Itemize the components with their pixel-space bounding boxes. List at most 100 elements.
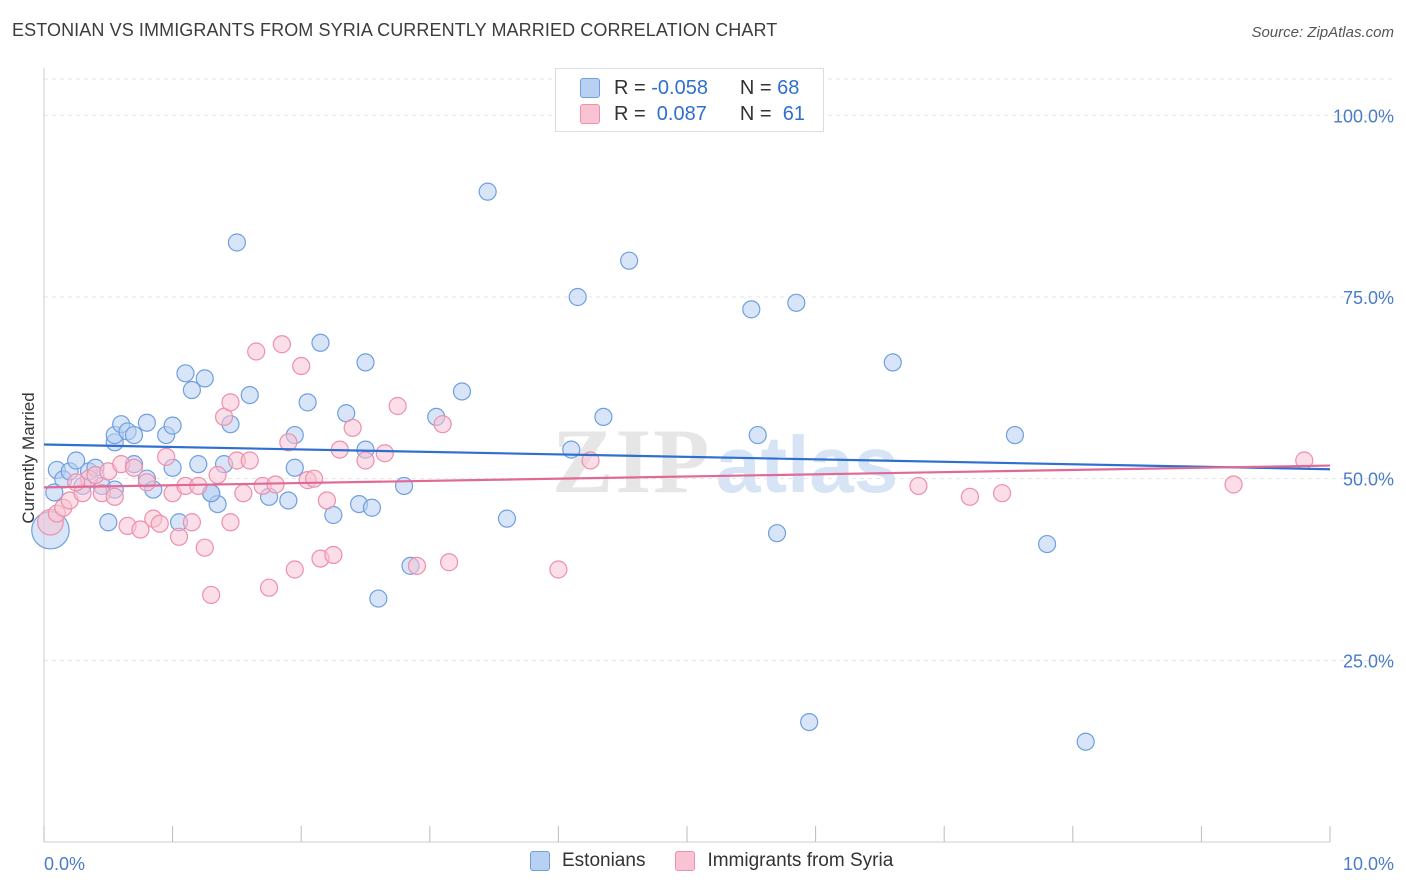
- syria-point: [67, 473, 86, 492]
- y-axis-label: Currently Married: [19, 392, 38, 523]
- syria-point: [131, 520, 150, 539]
- legend-row-estonians: R = -0.058 N = 68: [580, 76, 799, 100]
- watermark-zip: ZIP: [552, 410, 711, 512]
- estonian-point: [176, 364, 195, 383]
- series-legend-estonians: Estonians: [530, 850, 645, 872]
- syria-point: [202, 585, 221, 605]
- correlation-legend: R = -0.058 N = 68 R = 0.087 N = 61: [555, 68, 824, 132]
- watermark-atlas: atlas: [716, 420, 898, 509]
- legend-n-value: 61: [777, 102, 805, 125]
- syria-point: [240, 451, 259, 470]
- syria-point: [356, 451, 375, 470]
- estonian-point: [279, 491, 298, 510]
- syria-point: [124, 458, 144, 477]
- syria-point: [169, 527, 189, 546]
- syria-point: [234, 484, 253, 503]
- y-tick-label: 100.0%: [1333, 106, 1394, 126]
- estonian-point: [452, 382, 472, 401]
- estonian-point: [742, 300, 761, 319]
- legend-n-value: 68: [777, 76, 800, 99]
- syria-point: [221, 513, 240, 532]
- syria-point: [433, 415, 452, 434]
- estonian-point: [285, 458, 304, 477]
- syria-point: [439, 553, 459, 572]
- syria-point: [137, 473, 156, 492]
- estonian-point: [182, 380, 201, 400]
- y-tick-label: 50.0%: [1343, 470, 1394, 490]
- estonian-point: [67, 451, 86, 470]
- syria-point: [992, 484, 1012, 503]
- estonian-point: [620, 251, 639, 270]
- estonian-point: [800, 712, 819, 732]
- estonian-point: [568, 287, 587, 307]
- syria-point: [182, 513, 201, 532]
- legend-r-label: R =: [614, 102, 646, 125]
- syria-point: [317, 491, 337, 510]
- syria-point: [375, 444, 394, 463]
- legend-r-label: R =: [614, 76, 646, 99]
- legend-n-label: N =: [739, 102, 772, 125]
- syria-point: [304, 469, 324, 488]
- y-tick-label: 25.0%: [1343, 651, 1394, 671]
- syria-point: [1224, 475, 1243, 494]
- estonian-point: [311, 333, 330, 352]
- syria-point: [150, 514, 169, 533]
- axes: 100.0% 75.0% 50.0% 25.0%: [43, 68, 1394, 843]
- syria-point: [960, 487, 980, 506]
- estonian-point: [1005, 425, 1025, 445]
- legend-swatch-pink: [580, 104, 600, 124]
- syria-point: [221, 393, 240, 412]
- estonian-point: [394, 476, 414, 496]
- estonian-point: [240, 386, 259, 405]
- estonian-point: [787, 293, 806, 312]
- syria-point: [581, 451, 600, 470]
- watermark: ZIP atlas: [552, 410, 898, 512]
- estonian-point: [1076, 732, 1095, 751]
- legend-n-label: N =: [739, 76, 772, 99]
- data-points: [31, 182, 1314, 751]
- grid-lines: [44, 78, 1392, 661]
- legend-row-syria: R = 0.087 N = 61: [580, 102, 805, 126]
- estonian-point: [362, 498, 382, 517]
- estonian-point: [298, 393, 317, 412]
- syria-point: [549, 560, 568, 579]
- estonian-point: [189, 455, 208, 474]
- series-swatch-blue: [530, 851, 550, 871]
- syria-point: [279, 433, 298, 452]
- estonian-point: [1037, 534, 1057, 554]
- syria-point: [157, 447, 176, 466]
- estonian-point: [497, 509, 517, 528]
- estonian-point: [767, 524, 787, 543]
- estonian-point: [748, 425, 767, 445]
- syria-point: [105, 487, 124, 506]
- legend-r-value: -0.058: [651, 76, 708, 99]
- estonian-trend-line: [43, 443, 1331, 471]
- syria-point: [195, 538, 214, 557]
- series-legend-syria: Immigrants from Syria: [675, 850, 893, 872]
- syria-point: [388, 396, 407, 416]
- syria-point: [909, 476, 928, 496]
- estonian-point: [478, 182, 497, 201]
- estonian-point: [594, 407, 613, 426]
- estonian-point: [99, 513, 118, 532]
- legend-swatch-blue: [580, 78, 600, 98]
- series-label-estonians: Estonians: [562, 850, 646, 871]
- series-label-syria: Immigrants from Syria: [707, 850, 894, 871]
- trend-lines: [43, 443, 1331, 489]
- series-swatch-pink: [675, 851, 696, 871]
- syria-point: [208, 465, 227, 485]
- syria-point: [292, 356, 311, 376]
- syria-point: [343, 418, 362, 437]
- series-legend: Estonians Immigrants from Syria: [530, 850, 923, 872]
- estonian-point: [195, 369, 214, 388]
- estonian-point: [137, 413, 156, 432]
- legend-r-value: 0.087: [651, 102, 707, 125]
- syria-point: [407, 556, 427, 575]
- x-tick-label-left: 0.0%: [44, 854, 85, 874]
- estonian-point: [369, 589, 388, 608]
- estonian-point: [124, 425, 144, 445]
- estonian-point: [163, 416, 182, 435]
- syria-point: [247, 342, 266, 361]
- syria-trend-line: [43, 464, 1331, 489]
